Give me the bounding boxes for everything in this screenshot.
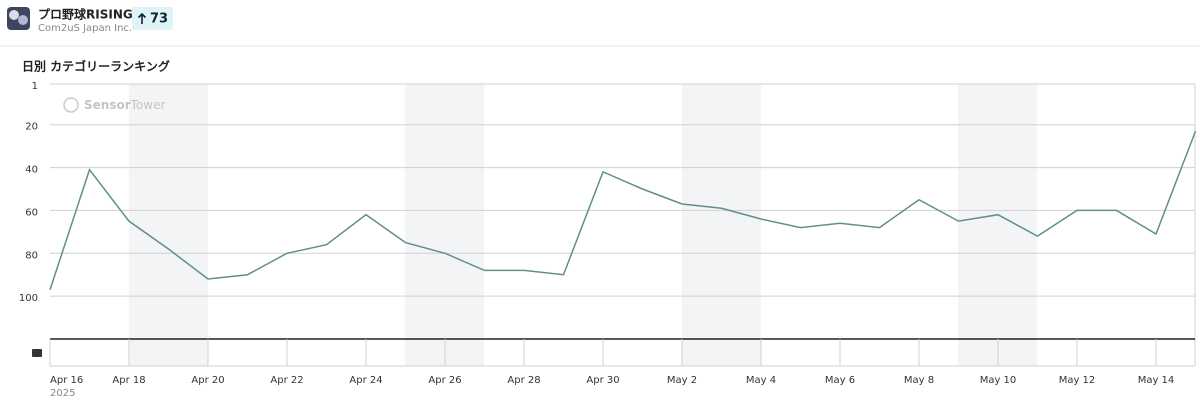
y-tick-label: 80 [25,250,38,261]
x-tick-label: Apr 24 [349,375,382,386]
x-tick-label: May 12 [1059,375,1096,386]
x-tick-label: May 6 [825,375,855,386]
y-tick-label: 60 [25,207,38,218]
annotation-icon [32,349,42,357]
x-tick-label: Apr 22 [270,375,303,386]
weekend [129,84,208,366]
y-tick-label: 100 [19,293,38,304]
x-tick-label: Apr 26 [428,375,461,386]
x-tick-label: May 4 [746,375,776,386]
chart-title: 日別 カテゴリーランキング [22,59,170,74]
watermark-logo [63,97,79,113]
watermark-light: Tower [130,98,166,112]
x-tick-label: Apr 30 [586,375,619,386]
y-tick-label: 20 [25,122,38,133]
x-tick-label: May 10 [980,375,1017,386]
x-tick-label: Apr 18 [112,375,145,386]
y-tick-label: 1 [32,81,38,92]
rank-change: 73 [150,12,168,27]
rank-line [49,130,1197,290]
weekend [405,84,484,366]
x-tick-label: May 8 [904,375,934,386]
year-label: 2025 [50,388,75,399]
watermark-bold: Sensor [84,98,131,112]
weekend [682,84,761,366]
rank-badge [132,7,173,30]
x-tick-label: May 2 [667,375,697,386]
y-tick-label: 40 [25,165,38,176]
weekend-shading [129,84,1037,366]
app-icon-detail [9,10,19,20]
x-tick-label: Apr 16 [50,375,83,386]
x-tick-label: Apr 20 [191,375,224,386]
app-publisher: Com2uS Japan Inc. [38,23,132,34]
weekend [958,84,1037,366]
app-title: プロ野球RISING [38,7,133,22]
x-tick-label: Apr 28 [507,375,540,386]
up-arrow [137,12,147,24]
x-tick-label: May 14 [1138,375,1175,386]
watermark: SensorTower [84,98,165,112]
app-icon-detail [18,15,28,25]
